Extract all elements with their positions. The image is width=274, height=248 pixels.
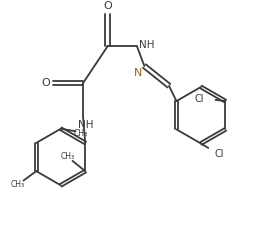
Text: O: O	[41, 78, 50, 88]
Text: Cl: Cl	[214, 149, 224, 159]
Text: CH₃: CH₃	[11, 181, 25, 189]
Text: NH: NH	[78, 120, 93, 129]
Text: N: N	[134, 68, 142, 78]
Text: CH₃: CH₃	[74, 129, 88, 138]
Text: Cl: Cl	[195, 94, 204, 104]
Text: NH: NH	[139, 40, 154, 50]
Text: O: O	[103, 1, 112, 11]
Text: CH₃: CH₃	[61, 152, 75, 161]
